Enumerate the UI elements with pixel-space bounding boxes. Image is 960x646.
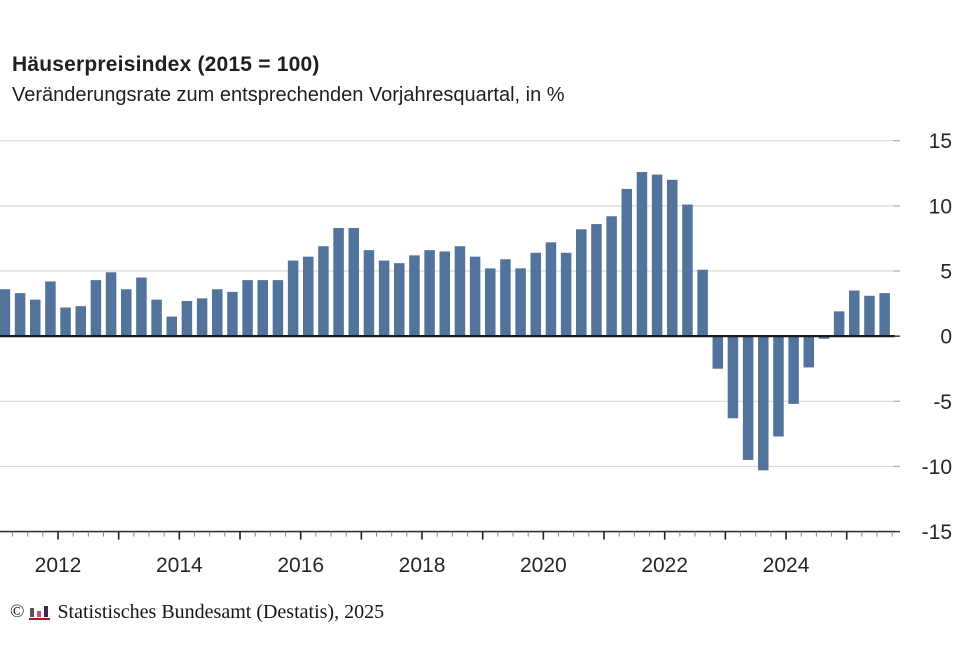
bar-2020-Q3 bbox=[576, 229, 587, 337]
bar-2018-Q3 bbox=[454, 246, 466, 337]
bar-2021-Q4 bbox=[651, 174, 663, 337]
attribution-text: Statistisches Bundesamt (Destatis), 2025 bbox=[57, 600, 385, 623]
bar-2022-Q3 bbox=[697, 269, 708, 337]
bar-2011-Q4 bbox=[45, 281, 56, 337]
bar-2018-Q2 bbox=[439, 251, 451, 337]
x-tick-label-2024: 2024 bbox=[763, 554, 810, 577]
y-tick-label--15: -15 bbox=[922, 521, 952, 544]
bar-2012-Q2 bbox=[75, 306, 86, 337]
bar-2021-Q3 bbox=[636, 171, 648, 337]
bar-2021-Q1 bbox=[606, 216, 617, 337]
bar-2020-Q4 bbox=[591, 224, 602, 337]
bar-2019-Q4 bbox=[530, 252, 542, 337]
bar-2024-Q4 bbox=[833, 311, 845, 337]
destatis-logo-icon bbox=[29, 604, 51, 620]
bar-2014-Q4 bbox=[227, 291, 238, 337]
x-tick-label-2016: 2016 bbox=[277, 554, 324, 577]
bar-2011-Q1 bbox=[0, 289, 11, 337]
bar-2017-Q2 bbox=[378, 260, 390, 337]
bar-2020-Q2 bbox=[560, 252, 572, 337]
bar-2022-Q4 bbox=[712, 336, 724, 369]
x-tick-label-2020: 2020 bbox=[520, 554, 567, 577]
x-tick-label-2018: 2018 bbox=[399, 554, 446, 577]
y-tick-label-5: 5 bbox=[940, 261, 952, 284]
x-tick-label-2022: 2022 bbox=[641, 554, 688, 577]
y-tick-label--10: -10 bbox=[922, 456, 952, 479]
y-tick-label-15: 15 bbox=[929, 130, 952, 153]
page-subtitle: Veränderungsrate zum entsprechenden Vorj… bbox=[12, 84, 565, 106]
bar-2014-Q2 bbox=[196, 298, 208, 337]
bar-2019-Q1 bbox=[485, 268, 496, 337]
bar-2020-Q1 bbox=[545, 242, 557, 337]
bar-2024-Q2 bbox=[803, 336, 815, 368]
bar-2022-Q1 bbox=[667, 179, 678, 337]
bar-2013-Q3 bbox=[151, 299, 162, 337]
x-tick-labels: 2012 2014 2016 2018 2020 2022 2024 bbox=[35, 554, 810, 577]
logo-bar-2 bbox=[37, 611, 42, 617]
bar-2017-Q3 bbox=[394, 263, 405, 337]
bar-2012-Q3 bbox=[90, 280, 102, 337]
bar-2011-Q2 bbox=[14, 293, 26, 337]
bar-2012-Q1 bbox=[60, 307, 71, 337]
bar-2024-Q1 bbox=[788, 336, 799, 404]
y-tick-labels: 15 10 5 0 -5 -10 -15 bbox=[893, 130, 952, 544]
bar-2014-Q3 bbox=[212, 289, 223, 337]
bar-2015-Q2 bbox=[257, 280, 269, 337]
bar-2025-Q1 bbox=[849, 290, 860, 337]
y-tick-label-10: 10 bbox=[929, 195, 952, 218]
x-tick-label-2012: 2012 bbox=[35, 554, 82, 577]
bar-2015-Q4 bbox=[287, 260, 299, 337]
bar-2021-Q2 bbox=[621, 188, 633, 337]
bar-2015-Q3 bbox=[272, 280, 284, 337]
bar-2018-Q1 bbox=[424, 250, 435, 337]
bar-2016-Q2 bbox=[318, 246, 329, 337]
bar-2019-Q2 bbox=[500, 259, 511, 337]
x-axis bbox=[0, 530, 895, 540]
bar-2011-Q3 bbox=[30, 299, 41, 337]
logo-bar-1 bbox=[30, 608, 35, 617]
page-title: Häuserpreisindex (2015 = 100) bbox=[12, 53, 320, 76]
bar-2017-Q4 bbox=[409, 255, 420, 337]
bar-2013-Q2 bbox=[136, 277, 147, 337]
logo-baseline bbox=[29, 618, 51, 620]
y-tick-label-0: 0 bbox=[940, 326, 952, 349]
bar-2016-Q1 bbox=[303, 256, 314, 337]
bar-2025-Q2 bbox=[864, 295, 875, 337]
bar-2016-Q3 bbox=[333, 228, 344, 337]
bar-2023-Q2 bbox=[742, 336, 754, 460]
bar-2017-Q1 bbox=[363, 250, 375, 337]
x-tick-label-2014: 2014 bbox=[156, 554, 203, 577]
bar-2016-Q4 bbox=[348, 228, 360, 337]
bar-2023-Q1 bbox=[727, 336, 739, 419]
bar-2015-Q1 bbox=[242, 280, 253, 337]
attribution: © Statistisches Bundesamt (Destatis), 20… bbox=[10, 599, 384, 625]
bar-2022-Q2 bbox=[682, 204, 693, 337]
bar-2012-Q4 bbox=[105, 272, 117, 337]
y-tick-label--5: -5 bbox=[933, 391, 952, 414]
logo-bar-3 bbox=[44, 606, 49, 617]
bar-2018-Q4 bbox=[469, 256, 481, 337]
copyright-symbol: © bbox=[10, 601, 25, 622]
bar-2023-Q4 bbox=[773, 336, 784, 437]
bar-2014-Q1 bbox=[181, 300, 193, 337]
bars bbox=[0, 171, 890, 471]
bar-2019-Q3 bbox=[515, 268, 526, 337]
bar-2013-Q4 bbox=[166, 316, 178, 337]
bar-2025-Q3 bbox=[879, 293, 890, 337]
bar-2023-Q3 bbox=[758, 336, 769, 471]
bar-2013-Q1 bbox=[121, 289, 132, 337]
bar-2024-Q3 bbox=[818, 336, 830, 339]
